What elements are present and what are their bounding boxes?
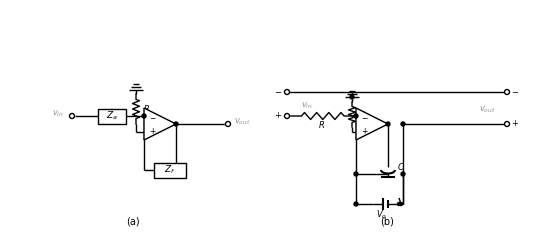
Circle shape xyxy=(142,114,146,118)
Circle shape xyxy=(285,113,289,119)
Text: $-$: $-$ xyxy=(149,112,156,121)
Text: $v_{out}$: $v_{out}$ xyxy=(478,105,496,115)
Circle shape xyxy=(350,95,354,99)
Circle shape xyxy=(285,90,289,94)
Text: $-$: $-$ xyxy=(361,112,368,121)
Text: $R$: $R$ xyxy=(143,104,150,114)
Circle shape xyxy=(174,122,178,126)
Circle shape xyxy=(354,202,358,206)
Circle shape xyxy=(401,122,405,126)
Text: $Z_a$: $Z_a$ xyxy=(106,110,118,122)
Text: $+$: $+$ xyxy=(511,118,519,128)
Circle shape xyxy=(225,121,231,127)
Text: $C$: $C$ xyxy=(397,160,405,172)
Circle shape xyxy=(505,121,509,127)
Text: $v_{in}$: $v_{in}$ xyxy=(52,109,64,119)
Text: $R$: $R$ xyxy=(318,120,325,130)
Circle shape xyxy=(386,122,390,126)
Polygon shape xyxy=(144,108,176,140)
Text: $-$: $-$ xyxy=(274,86,282,96)
Circle shape xyxy=(397,203,400,205)
Text: $v_{out}$: $v_{out}$ xyxy=(234,117,251,127)
Text: (a): (a) xyxy=(126,217,140,227)
Bar xyxy=(98,108,126,123)
Circle shape xyxy=(354,172,358,176)
Text: $-$: $-$ xyxy=(511,86,519,96)
Circle shape xyxy=(399,203,403,205)
Text: (b): (b) xyxy=(380,217,394,227)
Bar xyxy=(154,162,186,177)
Text: $V_o$: $V_o$ xyxy=(376,209,388,221)
Text: $+$: $+$ xyxy=(274,110,282,120)
Text: $Z_f$: $Z_f$ xyxy=(164,164,176,176)
Text: $+$: $+$ xyxy=(149,126,156,136)
Text: $+$: $+$ xyxy=(361,126,368,136)
Circle shape xyxy=(69,113,75,119)
Circle shape xyxy=(354,114,358,118)
Circle shape xyxy=(401,172,405,176)
Text: $R$: $R$ xyxy=(359,108,366,120)
Circle shape xyxy=(505,90,509,94)
Polygon shape xyxy=(356,108,388,140)
Text: $v_{in}$: $v_{in}$ xyxy=(301,101,313,111)
